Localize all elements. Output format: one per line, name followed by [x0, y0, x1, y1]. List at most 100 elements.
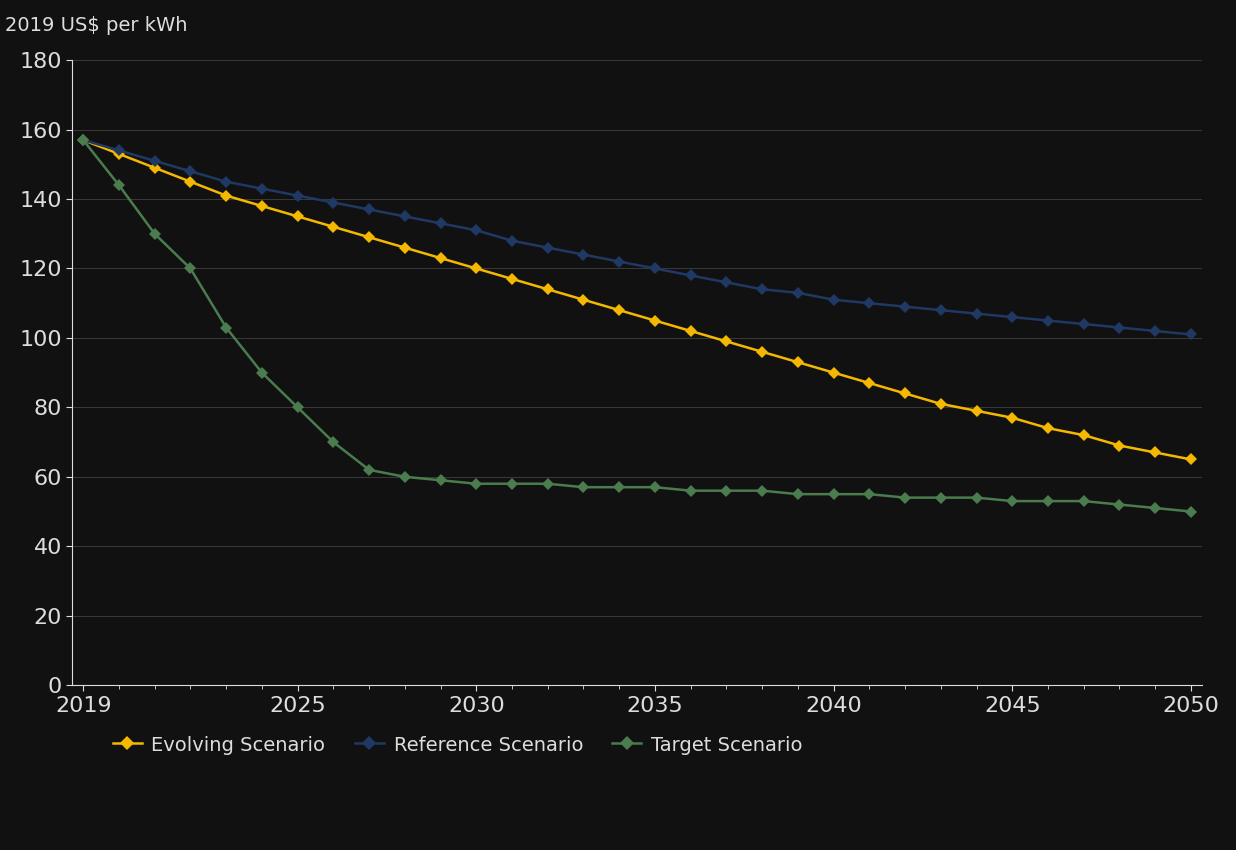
Target Scenario	[1112, 500, 1127, 510]
Reference Scenario	[791, 287, 806, 298]
Evolving Scenario	[362, 232, 377, 242]
Reference Scenario	[576, 250, 591, 260]
Evolving Scenario	[468, 264, 483, 274]
Evolving Scenario	[897, 388, 912, 399]
Evolving Scenario	[612, 305, 627, 315]
Evolving Scenario	[576, 295, 591, 305]
Target Scenario	[255, 367, 269, 377]
Target Scenario	[612, 482, 627, 492]
Evolving Scenario	[648, 315, 662, 326]
Target Scenario	[969, 492, 984, 502]
Reference Scenario	[1184, 329, 1199, 339]
Reference Scenario	[147, 156, 162, 166]
Reference Scenario	[362, 204, 377, 214]
Target Scenario	[468, 479, 483, 489]
Reference Scenario	[540, 242, 555, 252]
Target Scenario	[147, 229, 162, 239]
Evolving Scenario	[326, 222, 341, 232]
Target Scenario	[1041, 496, 1056, 507]
Target Scenario	[398, 472, 413, 482]
Target Scenario	[755, 485, 770, 496]
Reference Scenario	[1005, 312, 1020, 322]
Reference Scenario	[1041, 315, 1056, 326]
Reference Scenario	[684, 270, 698, 280]
Evolving Scenario	[1148, 447, 1163, 457]
Reference Scenario	[433, 218, 447, 229]
Evolving Scenario	[755, 347, 770, 357]
Reference Scenario	[755, 284, 770, 294]
Evolving Scenario	[969, 405, 984, 416]
Reference Scenario	[719, 277, 734, 287]
Target Scenario	[826, 489, 840, 499]
Evolving Scenario	[147, 162, 162, 173]
Reference Scenario	[612, 257, 627, 267]
Target Scenario	[719, 485, 734, 496]
Evolving Scenario	[1112, 440, 1127, 450]
Reference Scenario	[75, 135, 90, 145]
Evolving Scenario	[719, 337, 734, 347]
Reference Scenario	[504, 235, 519, 246]
Evolving Scenario	[504, 274, 519, 284]
Target Scenario	[290, 402, 305, 412]
Target Scenario	[1077, 496, 1091, 507]
Evolving Scenario	[183, 177, 198, 187]
Evolving Scenario	[111, 149, 126, 159]
Target Scenario	[433, 475, 447, 485]
Reference Scenario	[1077, 319, 1091, 329]
Reference Scenario	[1148, 326, 1163, 336]
Target Scenario	[504, 479, 519, 489]
Target Scenario	[219, 322, 234, 332]
Line: Reference Scenario: Reference Scenario	[79, 136, 1195, 338]
Reference Scenario	[255, 184, 269, 194]
Evolving Scenario	[1005, 412, 1020, 422]
Target Scenario	[326, 437, 341, 447]
Target Scenario	[648, 482, 662, 492]
Reference Scenario	[861, 298, 876, 309]
Reference Scenario	[933, 305, 948, 315]
Reference Scenario	[219, 177, 234, 187]
Evolving Scenario	[540, 284, 555, 294]
Evolving Scenario	[219, 190, 234, 201]
Evolving Scenario	[398, 242, 413, 252]
Reference Scenario	[826, 295, 840, 305]
Evolving Scenario	[861, 378, 876, 388]
Evolving Scenario	[433, 253, 447, 264]
Target Scenario	[897, 492, 912, 502]
Reference Scenario	[326, 197, 341, 207]
Reference Scenario	[111, 145, 126, 156]
Reference Scenario	[1112, 322, 1127, 332]
Target Scenario	[75, 135, 90, 145]
Line: Evolving Scenario: Evolving Scenario	[79, 136, 1195, 463]
Evolving Scenario	[791, 357, 806, 367]
Evolving Scenario	[684, 326, 698, 336]
Text: 2019 US$ per kWh: 2019 US$ per kWh	[5, 16, 187, 35]
Evolving Scenario	[255, 201, 269, 211]
Target Scenario	[1148, 503, 1163, 513]
Reference Scenario	[398, 212, 413, 222]
Evolving Scenario	[1077, 430, 1091, 440]
Target Scenario	[1005, 496, 1020, 507]
Legend: Evolving Scenario, Reference Scenario, Target Scenario: Evolving Scenario, Reference Scenario, T…	[105, 728, 811, 762]
Reference Scenario	[290, 190, 305, 201]
Evolving Scenario	[1041, 423, 1056, 434]
Reference Scenario	[897, 302, 912, 312]
Target Scenario	[540, 479, 555, 489]
Target Scenario	[576, 482, 591, 492]
Evolving Scenario	[826, 367, 840, 377]
Reference Scenario	[468, 225, 483, 235]
Evolving Scenario	[75, 135, 90, 145]
Evolving Scenario	[933, 399, 948, 409]
Target Scenario	[791, 489, 806, 499]
Target Scenario	[933, 492, 948, 502]
Reference Scenario	[969, 309, 984, 319]
Evolving Scenario	[1184, 455, 1199, 465]
Evolving Scenario	[290, 212, 305, 222]
Target Scenario	[1184, 507, 1199, 517]
Reference Scenario	[183, 167, 198, 177]
Target Scenario	[684, 485, 698, 496]
Target Scenario	[111, 180, 126, 190]
Line: Target Scenario: Target Scenario	[79, 136, 1195, 516]
Target Scenario	[183, 264, 198, 274]
Target Scenario	[362, 465, 377, 475]
Reference Scenario	[648, 264, 662, 274]
